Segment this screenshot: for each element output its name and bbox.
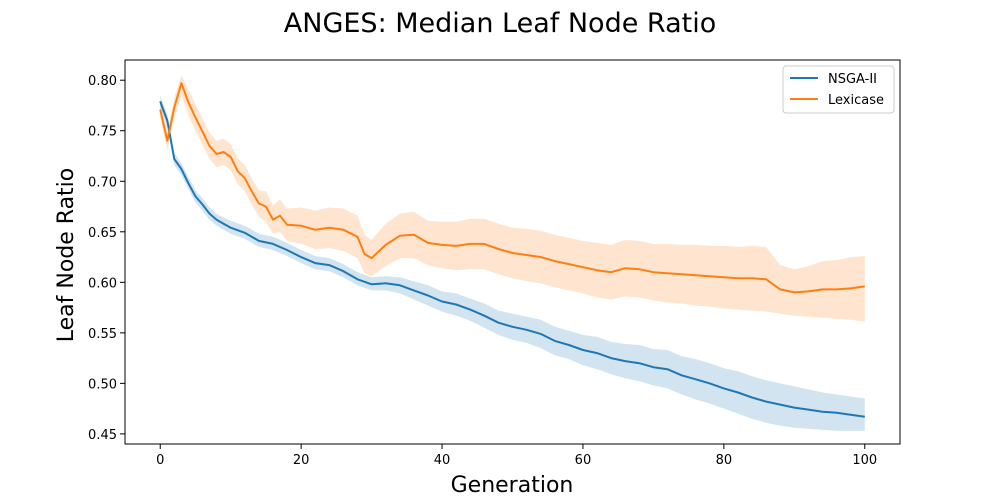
x-tick-label: 100 xyxy=(852,453,877,468)
band-lexicase xyxy=(160,75,865,322)
y-tick-label: 0.45 xyxy=(88,428,117,443)
chart-title: ANGES: Median Leaf Node Ratio xyxy=(284,8,716,39)
confidence-bands xyxy=(160,75,865,431)
y-axis-label: Leaf Node Ratio xyxy=(54,168,79,343)
y-tick-label: 0.80 xyxy=(88,74,117,89)
y-tick-label: 0.60 xyxy=(88,276,117,291)
x-tick-label: 0 xyxy=(156,453,164,468)
x-tick-label: 80 xyxy=(716,453,733,468)
x-axis-ticks: 0 20 40 60 80 100 xyxy=(156,444,877,468)
x-tick-label: 20 xyxy=(293,453,310,468)
x-axis-label: Generation xyxy=(451,473,574,498)
x-tick-label: 40 xyxy=(434,453,451,468)
y-tick-label: 0.50 xyxy=(88,377,117,392)
y-tick-label: 0.55 xyxy=(88,327,117,342)
line-lexicase xyxy=(159,82,865,294)
x-tick-label: 60 xyxy=(575,453,592,468)
y-tick-label: 0.70 xyxy=(88,175,117,190)
legend: NSGA-II Lexicase xyxy=(782,65,895,114)
y-tick-label: 0.75 xyxy=(88,125,117,140)
legend-label-lexicase: Lexicase xyxy=(828,93,884,108)
line-nsga-ii xyxy=(159,101,865,418)
legend-label-nsga-ii: NSGA-II xyxy=(828,72,877,87)
band-nsga-ii xyxy=(160,95,865,431)
series-lines xyxy=(159,82,865,418)
plot-frame xyxy=(124,59,901,445)
y-axis-ticks: 0.45 0.50 0.55 0.60 0.65 0.70 0.75 0.80 xyxy=(88,74,125,443)
y-tick-label: 0.65 xyxy=(88,226,117,241)
